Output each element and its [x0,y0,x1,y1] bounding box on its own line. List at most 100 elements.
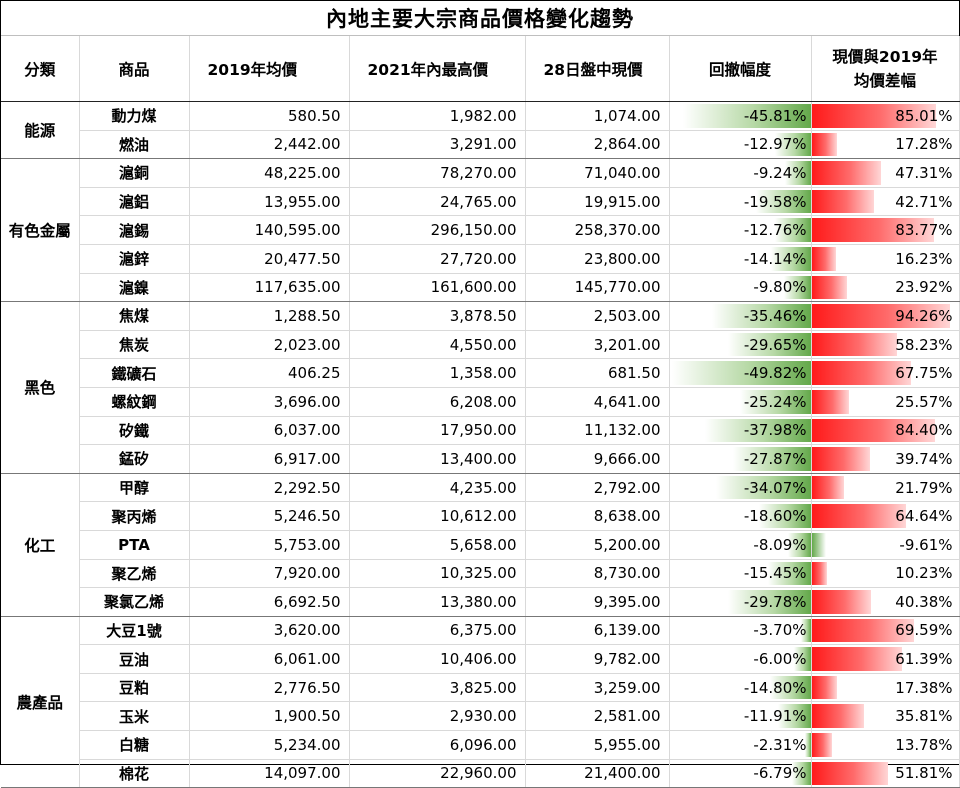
diff-cell: 83.77% [811,215,960,245]
table-row: 棉花 14,097.00 22,960.00 21,400.00 -6.79% 51.81… [1,759,960,788]
diff-cell: 64.64% [811,501,960,531]
table-row: 焦炭 2,023.00 4,550.00 3,201.00 -29.65% 58.23% [1,330,960,360]
diff-value: 16.23% [895,249,953,268]
diff-bar [811,332,897,357]
high2021-cell: 10,406.00 [349,644,526,674]
diff-cell: 39.74% [811,444,960,474]
pullback-value: -15.45% [743,564,807,583]
diff-cell: 47.31% [811,158,960,188]
pullback-cell: -49.82% [669,358,812,388]
pullback-cell: -29.78% [669,587,812,617]
commodity-name: 滬鋅 [79,244,190,274]
avg2019-cell: 3,620.00 [189,616,350,646]
pullback-value: -27.87% [743,449,807,468]
diff-cell: 16.23% [811,244,960,274]
diff-bar [811,104,936,128]
pullback-bar [727,590,810,614]
diff-value: 64.64% [895,507,953,526]
pullback-bar [784,161,810,185]
diff-bar [811,733,832,757]
avg2019-cell: 5,234.00 [189,730,350,760]
avg2019-cell: 3,696.00 [189,387,350,417]
diff-value: 58.23% [895,335,953,354]
pullback-cell: -2.31% [669,730,812,760]
table-row: 矽鐵 6,037.00 17,950.00 11,132.00 -37.98% 84.40… [1,416,960,446]
commodity-name: 鐵礦石 [79,358,190,388]
price28-cell: 2,792.00 [525,473,670,503]
diff-value: 51.81% [895,764,953,783]
diff-bar [811,704,864,729]
commodity-name: 滬錫 [79,215,190,245]
diff-value: 10.23% [895,564,953,583]
diff-value: 47.31% [895,163,953,182]
commodity-name: 豆油 [79,644,190,674]
avg2019-cell: 406.25 [189,358,350,388]
pullback-cell: -45.81% [669,101,812,131]
commodity-name: 螺紋鋼 [79,387,190,417]
pullback-cell: -35.46% [669,301,812,331]
high2021-cell: 161,600.00 [349,273,526,303]
table-row: 滬鎳 117,635.00 161,600.00 145,770.00 -9.80% 23… [1,273,960,303]
pullback-cell: -12.76% [669,215,812,245]
pullback-cell: -19.58% [669,187,812,217]
diff-value: 85.01% [895,106,953,125]
high2021-cell: 10,612.00 [349,501,526,531]
price28-cell: 258,370.00 [525,215,670,245]
avg2019-cell: 1,288.50 [189,301,350,331]
high2021-cell: 24,765.00 [349,187,526,217]
avg2019-cell: 580.50 [189,101,350,131]
price28-cell: 71,040.00 [525,158,670,188]
diff-bar [811,132,837,157]
diff-cell: 40.38% [811,587,960,617]
header-diff-line1: 現價與2019年 [832,47,938,66]
diff-value: 17.38% [895,678,953,697]
price28-cell: 3,201.00 [525,330,670,360]
pullback-bar [774,132,810,157]
pullback-cell: -3.70% [669,616,812,646]
header-pullback: 回撤幅度 [669,36,812,102]
high2021-cell: 5,658.00 [349,530,526,560]
diff-cell: 17.38% [811,673,960,703]
diff-cell: 51.81% [811,759,960,788]
diff-bar [811,675,837,700]
diff-cell: 69.59% [811,616,960,646]
high2021-cell: 6,375.00 [349,616,526,646]
high2021-cell: 4,235.00 [349,473,526,503]
diff-value: 39.74% [895,449,953,468]
high2021-cell: 13,380.00 [349,587,526,617]
pullback-cell: -6.00% [669,644,812,674]
table-row: 化工 甲醇 2,292.50 4,235.00 2,792.00 -34.07% 21.79… [1,473,960,617]
diff-cell: 58.23% [811,330,960,360]
table-row: 能源 動力煤 580.50 1,982.00 1,074.00 -45.81% 85.01% [1,101,960,160]
diff-bar [811,304,950,328]
commodity-name: 棉花 [79,759,190,788]
table-row: 鐵礦石 406.25 1,358.00 681.50 -49.82% 67.75% [1,358,960,388]
price28-cell: 2,864.00 [525,130,670,160]
pullback-bar [804,733,810,757]
pullback-bar [732,447,810,471]
price28-cell: 21,400.00 [525,759,670,788]
pullback-bar [711,304,810,328]
diff-value: 23.92% [895,278,953,297]
pullback-cell: -37.98% [669,416,812,446]
avg2019-cell: 2,292.50 [189,473,350,503]
avg2019-cell: 140,595.00 [189,215,350,245]
high2021-cell: 17,950.00 [349,416,526,446]
high2021-cell: 3,291.00 [349,130,526,160]
pullback-cell: -27.87% [669,444,812,474]
diff-cell: 85.01% [811,101,960,131]
header-avg2019: 2019年均價 [189,36,350,102]
high2021-cell: 10,325.00 [349,559,526,589]
high2021-cell: 1,358.00 [349,358,526,388]
pullback-bar [739,389,810,414]
commodity-name: 錳矽 [79,444,190,474]
pullback-value: -6.00% [753,650,807,669]
price28-cell: 4,641.00 [525,387,670,417]
pullback-value: -2.31% [753,735,807,754]
high2021-cell: 27,720.00 [349,244,526,274]
avg2019-cell: 5,753.00 [189,530,350,560]
pullback-value: -29.78% [743,592,807,611]
pullback-value: -6.79% [753,764,807,783]
commodity-name: 矽鐵 [79,416,190,446]
diff-cell: 35.81% [811,701,960,732]
